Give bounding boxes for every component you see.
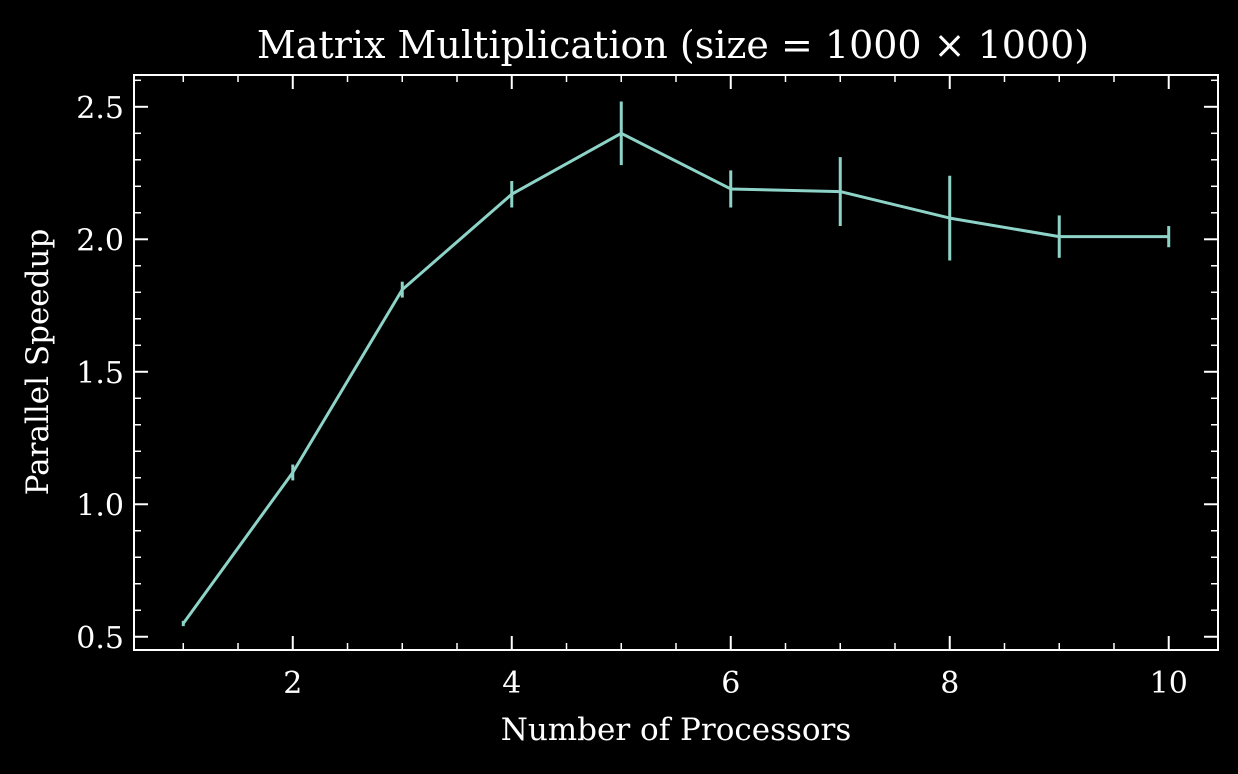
x-tick-label: 8 — [940, 666, 959, 701]
x-tick-label: 10 — [1150, 666, 1188, 701]
series-line — [182, 131, 1169, 625]
y-tick-label: 1.5 — [76, 356, 124, 391]
x-tick-label: 6 — [721, 666, 740, 701]
y-tick-label: 2.5 — [76, 91, 124, 126]
ticks-layer: 2 4 6 8 10 0.5 1.0 1.5 2.0 2.5 — [76, 75, 1218, 701]
errorbar-layer — [181, 101, 1171, 627]
y-axis-label: Parallel Speedup — [20, 229, 56, 496]
y-tick-label: 2.0 — [76, 223, 124, 258]
plot-frame — [133, 74, 1219, 651]
x-tick-label: 4 — [502, 666, 521, 701]
chart-title: Matrix Multiplication (size = 1000 × 100… — [257, 23, 1089, 67]
x-tick-label: 2 — [283, 666, 302, 701]
series-layer — [182, 131, 1169, 625]
y-tick-label: 1.0 — [76, 488, 124, 523]
y-tick-label: 0.5 — [76, 621, 124, 656]
x-axis-label: Number of Processors — [501, 712, 852, 748]
